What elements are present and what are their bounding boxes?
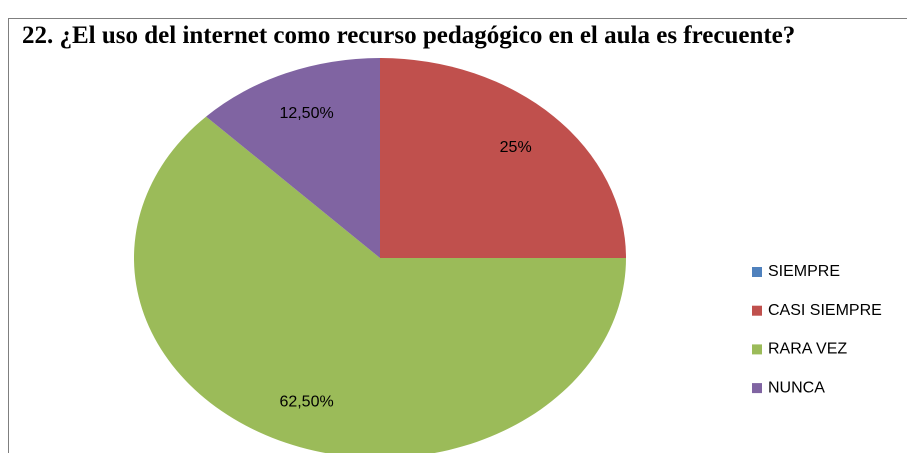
data-label: 62,50% — [279, 393, 333, 410]
legend-label: NUNCA — [768, 379, 825, 396]
legend-swatch — [752, 267, 762, 277]
legend-swatch — [752, 383, 762, 394]
data-label: 25% — [500, 139, 532, 156]
legend-swatch — [752, 344, 762, 355]
legend-label: CASI SIEMPRE — [768, 302, 882, 319]
legend-swatch — [752, 305, 762, 316]
pie-slice — [134, 116, 626, 453]
data-label: 12,50% — [279, 105, 333, 122]
legend-label: RARA VEZ — [768, 341, 847, 358]
chart-title: 22. ¿El uso del internet como recurso pe… — [22, 22, 796, 49]
legend-label: SIEMPRE — [768, 263, 840, 280]
pie-slice — [206, 57, 380, 258]
pie-slice — [380, 58, 626, 258]
